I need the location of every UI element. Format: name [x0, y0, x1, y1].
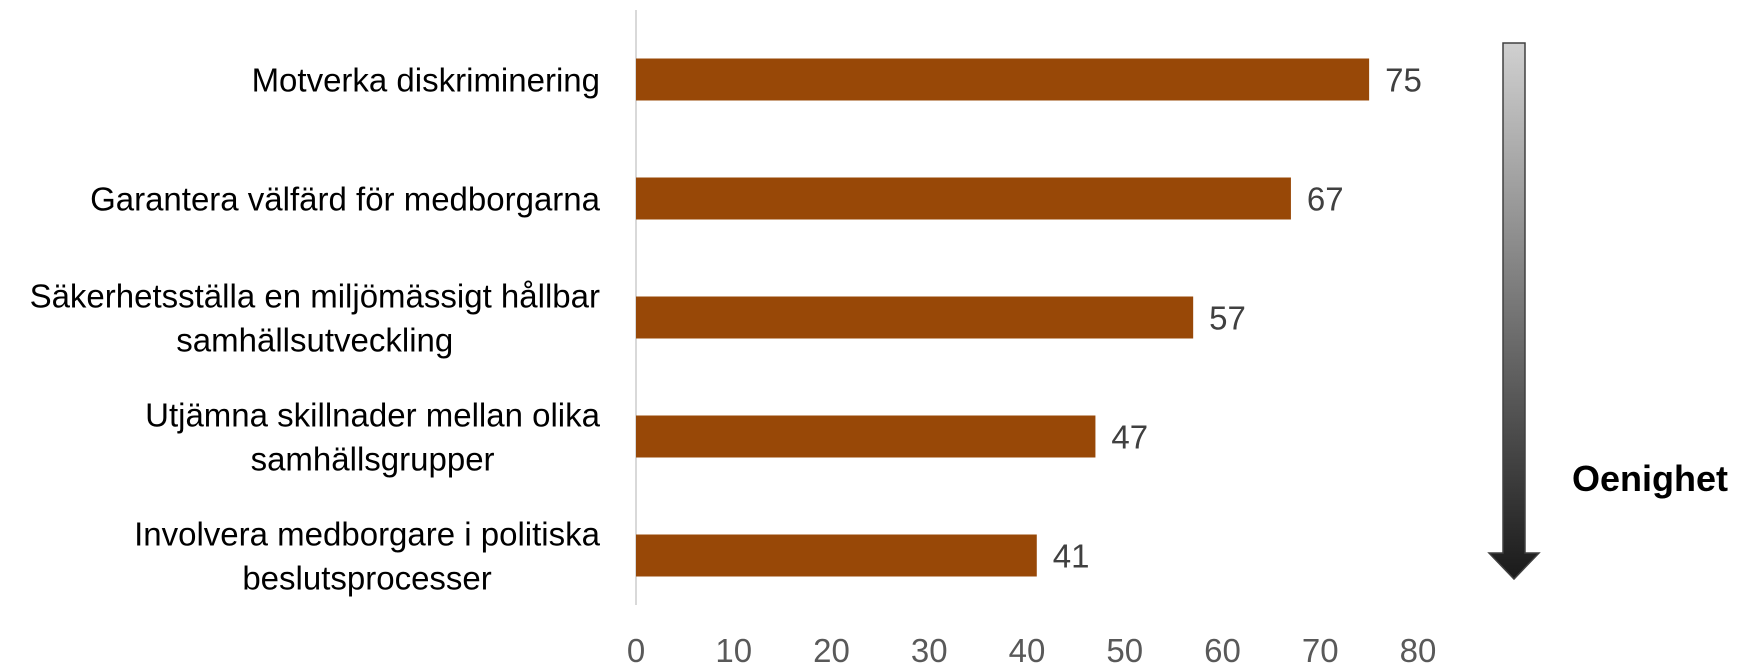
category-label-3: Säkerhetsställa en miljömässigt hållbar s…: [30, 278, 600, 359]
category-label-4: Utjämna skillnader mellan olika samhällsg…: [145, 397, 601, 478]
category-label-line: Säkerhetsställa en miljömässigt hållbar: [30, 278, 600, 315]
category-label-line: Utjämna skillnader mellan olika: [145, 397, 601, 434]
value-labels-group: 75 67 57 47 41: [1053, 62, 1422, 575]
value-label-5: 41: [1053, 538, 1090, 575]
x-tick-label-60: 60: [1204, 632, 1241, 668]
value-label-1: 75: [1385, 62, 1422, 99]
x-tick-label-80: 80: [1400, 632, 1437, 668]
category-label-line: samhällsgrupper: [251, 441, 495, 478]
x-tick-label-20: 20: [813, 632, 850, 668]
bar-5: [636, 534, 1037, 577]
x-tick-labels-group: 0 10 20 30 40 50 60 70 80: [627, 632, 1437, 668]
bar-1: [636, 58, 1370, 101]
bars-group: [636, 58, 1370, 577]
bar-3: [636, 296, 1194, 339]
category-labels-group: Motverka diskriminering Garantera välfärd…: [30, 62, 601, 597]
category-label-line: samhällsutveckling: [176, 322, 453, 359]
category-label-5: Involvera medborgare i politiska beslutsp…: [134, 516, 601, 597]
category-label-2: Garantera välfärd för medborgarna: [90, 181, 601, 218]
disagreement-arrow: [1487, 42, 1541, 581]
value-label-2: 67: [1307, 181, 1344, 218]
category-label-line: Garantera välfärd för medborgarna: [90, 181, 601, 218]
x-tick-label-70: 70: [1302, 632, 1339, 668]
x-tick-label-40: 40: [1009, 632, 1046, 668]
x-tick-label-30: 30: [911, 632, 948, 668]
value-label-4: 47: [1111, 419, 1148, 456]
bar-2: [636, 177, 1291, 220]
category-label-line: Involvera medborgare i politiska: [134, 516, 601, 553]
x-tick-label-10: 10: [715, 632, 752, 668]
category-label-1: Motverka diskriminering: [252, 62, 600, 99]
arrow-down-icon: [1487, 42, 1541, 581]
x-tick-label-50: 50: [1106, 632, 1143, 668]
bar-4: [636, 415, 1096, 458]
category-label-line: Motverka diskriminering: [252, 62, 600, 99]
arrow-label: Oenighet: [1572, 458, 1728, 499]
value-label-3: 57: [1209, 300, 1246, 337]
x-tick-label-0: 0: [627, 632, 645, 668]
category-label-line: beslutsprocesser: [242, 560, 491, 597]
